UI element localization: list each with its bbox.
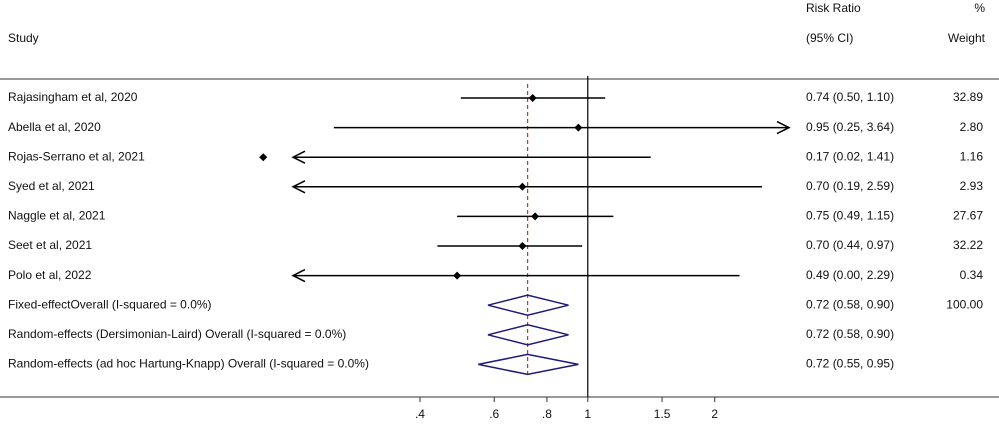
arrow-head [291,150,306,164]
point-estimate [259,153,268,162]
pooled-diamond [478,353,579,376]
pooled-ci-label: 0.72 (0.58, 0.90) [806,297,894,311]
study-label: Naggle et al, 2021 [8,209,106,223]
header-weight: Weight [948,31,986,45]
x-tick-label: .6 [489,407,499,421]
header-ci: (95% CI) [806,31,853,45]
ci-label: 0.95 (0.25, 3.64) [806,120,894,134]
weight-label: 1.16 [960,149,984,163]
ci-label: 0.75 (0.49, 1.15) [806,209,894,223]
arrow-head [776,120,791,135]
header-study: Study [8,31,39,45]
study-label: Polo et al, 2022 [8,268,92,282]
weight-label: 2.80 [960,120,984,134]
pooled-label: Fixed-effectOverall (I-squared = 0.0%) [8,297,212,311]
weight-label: 27.67 [953,209,983,223]
point-estimate [531,212,540,221]
weight-label: 32.89 [953,90,983,104]
study-label: Rajasingham et al, 2020 [8,90,138,104]
ci-label: 0.70 (0.44, 0.97) [806,238,894,252]
weight-label: 2.93 [960,179,984,193]
study-label: Abella et al, 2020 [8,120,101,134]
weight-label: 0.34 [960,268,984,282]
pooled-weight-label: 100.00 [946,297,983,311]
ci-label: 0.74 (0.50, 1.10) [806,90,894,104]
header-ratio: Risk Ratio [806,1,861,15]
point-estimate [528,94,537,102]
point-estimate [453,271,462,280]
ci-label: 0.70 (0.19, 2.59) [806,179,894,193]
ci-label: 0.17 (0.02, 1.41) [806,149,894,163]
pooled-label: Random-effects (Dersimonian-Laird) Overa… [8,327,346,341]
arrow-head [291,180,306,194]
pooled-diamond [487,294,569,316]
study-label: Seet et al, 2021 [8,238,92,252]
x-tick-label: .4 [415,407,425,421]
point-estimate [574,123,583,132]
pooled-ci-label: 0.72 (0.58, 0.90) [806,327,894,341]
ci-label: 0.49 (0.00, 2.29) [806,268,894,282]
x-tick-label: 1.5 [654,407,671,421]
x-tick-label: 1 [584,407,591,421]
pooled-label: Random-effects (ad hoc Hartung-Knapp) Ov… [8,357,369,371]
study-label: Rojas-Serrano et al, 2021 [8,149,145,163]
header-pct: % [974,1,985,15]
x-tick-label: 2 [711,407,718,421]
x-tick-label: .8 [542,407,552,421]
point-estimate [518,242,527,250]
point-estimate [518,182,527,191]
arrow-head [291,268,306,283]
pooled-ci-label: 0.72 (0.55, 0.95) [806,357,894,371]
study-label: Syed et al, 2021 [8,179,95,193]
weight-label: 32.22 [953,238,983,252]
pooled-diamond [487,324,569,346]
